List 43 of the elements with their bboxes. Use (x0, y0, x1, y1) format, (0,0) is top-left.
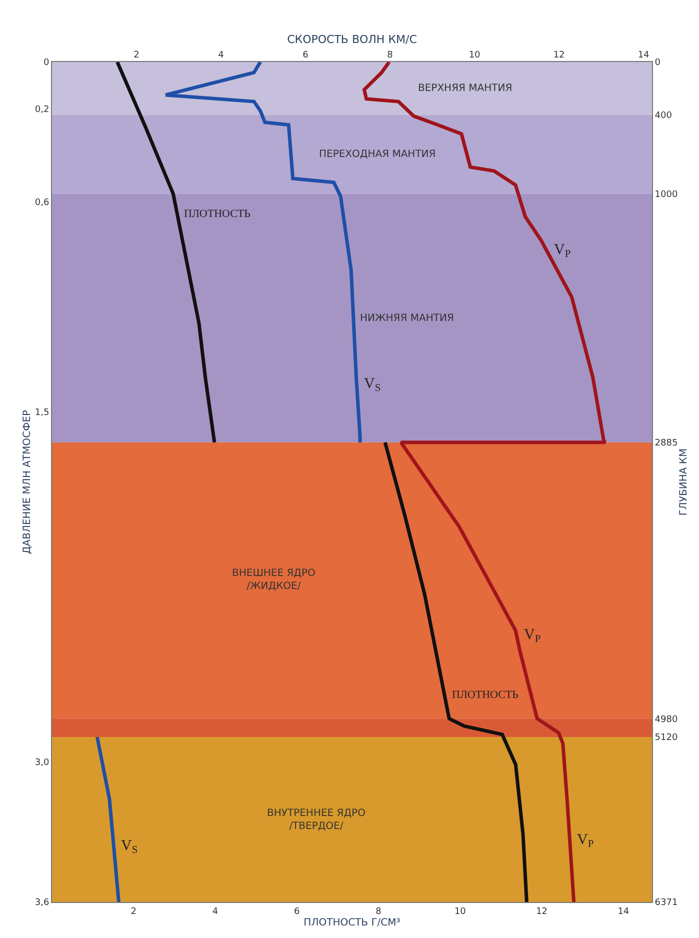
y2-axis-title: ДАВЛЕНИЕ МЛН АТМОСФЕР (22, 410, 33, 554)
y2-tick-label: 0 (43, 58, 50, 68)
annotation: V$_{P}$ (524, 627, 541, 646)
x-tick-label: 6 (302, 50, 309, 60)
y-tick-label: 6371 (654, 898, 678, 908)
y2-tick-label: 3,6 (34, 898, 50, 908)
band-label: ВЕРХНЯЯ МАНТИЯ (418, 83, 512, 94)
y2-tick-label: 0,6 (34, 198, 50, 208)
x2-tick-label: 14 (618, 906, 630, 917)
x-tick-label: 2 (134, 50, 140, 60)
y-tick-label: 400 (654, 110, 672, 121)
band-label: ВНУТРЕННЕЕ ЯДРО /ТВЕРДОЕ/ (267, 808, 366, 832)
x-tick-label: 4 (218, 50, 224, 60)
x2-tick-label: 10 (454, 906, 466, 917)
y-tick-label: 2885 (654, 438, 678, 449)
x2-tick-label: 4 (212, 906, 218, 917)
x2-axis-title: ПЛОТНОСТЬ Г/СМ³ (304, 917, 400, 928)
annotation: ПЛОТНОСТЬ (452, 689, 518, 701)
x-tick-label: 10 (468, 50, 481, 60)
annotation: V$_{S}$ (364, 376, 381, 394)
y2-tick-label: 0,2 (34, 104, 50, 115)
x2-tick-label: 2 (130, 906, 136, 917)
y2-tick-label: 3,0 (34, 758, 50, 768)
annotation: V$_{P}$ (577, 832, 594, 850)
band-label: ВНЕШНЕЕ ЯДРО /ЖИДКОЕ/ (232, 568, 316, 592)
annotation: V$_{P}$ (554, 242, 571, 260)
y-tick-label: 1000 (654, 190, 678, 200)
y-tick-label: 5120 (654, 733, 678, 744)
x-tick-label: 8 (387, 50, 394, 60)
x2-tick-label: 12 (536, 906, 548, 917)
x-tick-label: 12 (553, 50, 565, 60)
x2-tick-label: 6 (294, 906, 300, 917)
band-label: НИЖНЯЯ МАНТИЯ (360, 313, 454, 324)
x-tick-label: 14 (638, 50, 650, 60)
band-label: ПЕРЕХОДНАЯ МАНТИЯ (319, 149, 436, 160)
y-tick-label: 4980 (654, 714, 678, 725)
y2-tick-label: 1,5 (34, 408, 50, 418)
y-axis-title: ГЛУБИНА КМ (678, 448, 690, 516)
x-axis-title: СКОРОСТЬ ВОЛН КМ/С (287, 33, 418, 46)
x2-tick-label: 8 (376, 906, 382, 917)
annotation: ПЛОТНОСТЬ (184, 208, 250, 220)
annotation: V$_{S}$ (121, 838, 138, 856)
y-tick-label: 0 (654, 58, 661, 68)
